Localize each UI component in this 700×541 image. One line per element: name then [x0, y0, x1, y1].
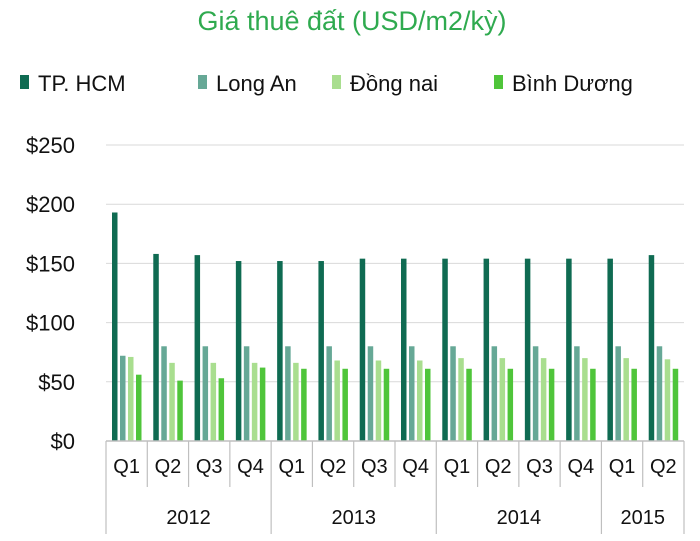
bar-binh-duong	[672, 368, 679, 441]
bar-binh-duong	[631, 368, 637, 441]
y-tick-label: $100	[26, 311, 75, 336]
bar-tp-hcm	[194, 255, 201, 441]
bar-tp-hcm	[524, 258, 531, 441]
bar-binh-duong	[342, 368, 348, 441]
bar-dong-nai	[540, 358, 547, 441]
bar-dong-nai	[417, 360, 423, 441]
legend-label-binh-duong: Bình Dương	[512, 71, 633, 96]
bar-long-an	[326, 346, 332, 441]
y-tick-label: $150	[26, 251, 75, 276]
year-label-2014: 2014	[497, 507, 542, 529]
bar-long-an	[532, 346, 539, 441]
legend-swatch-binh-duong	[494, 75, 503, 89]
x-tick-label: Q4	[402, 456, 429, 478]
bar-long-an	[409, 346, 415, 441]
bar-dong-nai	[128, 356, 134, 441]
bar-binh-duong	[218, 378, 225, 441]
bar-tp-hcm	[112, 212, 118, 441]
legend-item-dong-nai: Đồng nai	[332, 71, 438, 96]
bar-tp-hcm	[566, 258, 572, 441]
x-tick-label: Q2	[485, 456, 512, 478]
legend-label-tp-hcm: TP. HCM	[38, 71, 126, 96]
x-tick-label: Q4	[567, 456, 594, 478]
gridlines	[106, 144, 684, 383]
chart-title: Giá thuê đất (USD/m2/kỳ)	[197, 6, 506, 36]
bar-dong-nai	[169, 362, 175, 441]
legend-label-dong-nai: Đồng nai	[350, 71, 438, 96]
bar-dong-nai	[210, 362, 217, 441]
bar-long-an	[243, 346, 250, 441]
bar-long-an	[615, 346, 621, 441]
year-label-2012: 2012	[166, 507, 211, 529]
bar-long-an	[656, 346, 663, 441]
legend-swatch-dong-nai	[332, 75, 341, 89]
bar-binh-duong	[507, 368, 514, 441]
bar-long-an	[574, 346, 580, 441]
legend-item-tp-hcm: TP. HCM	[20, 71, 126, 96]
y-tick-label: $0	[51, 429, 75, 454]
bar-tp-hcm	[483, 258, 490, 441]
bar-tp-hcm	[153, 253, 159, 441]
legend-swatch-long-an	[198, 75, 207, 89]
bar-dong-nai	[458, 358, 464, 441]
x-tick-label: Q3	[526, 456, 553, 478]
legend-item-long-an: Long An	[198, 71, 297, 96]
bar-tp-hcm	[235, 261, 242, 441]
y-tick-label: $250	[26, 133, 75, 158]
bar-binh-duong	[425, 368, 431, 441]
bar-binh-duong	[177, 380, 183, 441]
bar-binh-duong	[301, 368, 307, 441]
x-tick-label: Q2	[650, 456, 677, 478]
bar-binh-duong	[466, 368, 472, 441]
bar-dong-nai	[293, 362, 299, 441]
bar-long-an	[450, 346, 456, 441]
bar-dong-nai	[375, 360, 382, 441]
x-axis: Q1 Q2 Q3 Q4 Q1 Q2 Q3 Q4 Q1 Q2 Q3 Q4 Q1 Q2 2012 2013 2014…	[105, 440, 685, 534]
bar-tp-hcm	[442, 258, 448, 441]
y-tick-label: $50	[38, 370, 75, 395]
bar-tp-hcm	[318, 261, 324, 441]
x-tick-label: Q1	[278, 456, 305, 478]
bars	[112, 212, 679, 441]
legend-label-long-an: Long An	[216, 71, 297, 96]
bar-binh-duong	[136, 374, 142, 441]
bar-long-an	[491, 346, 498, 441]
x-tick-label: Q2	[320, 456, 347, 478]
x-tick-label: Q2	[155, 456, 182, 478]
year-label-2015: 2015	[620, 507, 665, 529]
bar-long-an	[367, 346, 374, 441]
bar-long-an	[285, 346, 291, 441]
bar-tp-hcm	[359, 258, 366, 441]
bar-binh-duong	[590, 368, 596, 441]
bar-binh-duong	[259, 367, 266, 441]
x-tick-label: Q4	[237, 456, 264, 478]
bar-dong-nai	[251, 362, 258, 441]
x-tick-label: Q3	[196, 456, 223, 478]
legend-swatch-tp-hcm	[20, 75, 29, 89]
x-tick-label: Q1	[609, 456, 636, 478]
year-label-2013: 2013	[331, 507, 376, 529]
bar-dong-nai	[499, 358, 506, 441]
bar-dong-nai	[664, 359, 671, 441]
y-axis: $0 $50 $100 $150 $200 $250	[26, 133, 75, 454]
y-tick-label: $200	[26, 192, 75, 217]
bar-dong-nai	[623, 358, 629, 441]
x-tick-label: Q1	[444, 456, 471, 478]
bar-long-an	[161, 346, 167, 441]
bar-tp-hcm	[277, 261, 283, 441]
legend-item-binh-duong: Bình Dương	[494, 71, 633, 96]
bar-tp-hcm	[648, 255, 655, 441]
bar-binh-duong	[383, 368, 390, 441]
x-tick-label: Q1	[113, 456, 140, 478]
bar-dong-nai	[582, 358, 588, 441]
bar-binh-duong	[548, 368, 555, 441]
x-tick-label: Q3	[361, 456, 388, 478]
bar-tp-hcm	[607, 258, 613, 441]
bar-long-an	[120, 355, 126, 441]
bar-dong-nai	[334, 360, 340, 441]
bar-tp-hcm	[401, 258, 407, 441]
legend: TP. HCM Long An Đồng nai Bình Dương	[20, 71, 633, 96]
bar-long-an	[202, 346, 209, 441]
